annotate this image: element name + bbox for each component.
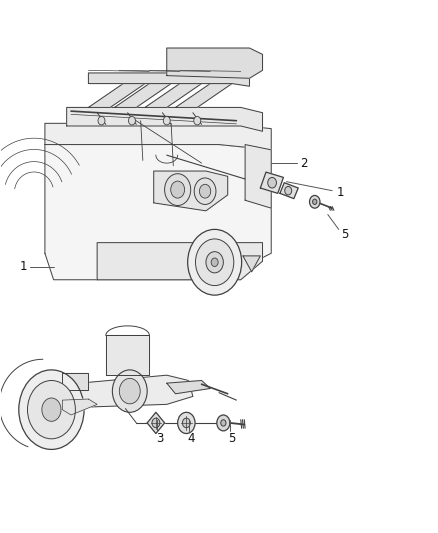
Circle shape <box>285 187 292 195</box>
Circle shape <box>194 116 201 125</box>
Text: 5: 5 <box>228 432 236 446</box>
Circle shape <box>152 418 160 427</box>
Polygon shape <box>154 171 228 211</box>
Circle shape <box>310 196 320 208</box>
Circle shape <box>206 252 223 273</box>
Polygon shape <box>145 84 201 108</box>
Circle shape <box>211 258 218 266</box>
Circle shape <box>42 398 61 421</box>
Polygon shape <box>176 84 232 108</box>
Circle shape <box>268 177 276 188</box>
Text: 1: 1 <box>19 260 27 273</box>
Polygon shape <box>245 144 271 208</box>
Polygon shape <box>62 373 88 390</box>
Polygon shape <box>71 375 193 407</box>
Text: 4: 4 <box>187 432 194 446</box>
Polygon shape <box>62 399 97 415</box>
Circle shape <box>119 378 140 404</box>
Circle shape <box>187 229 242 295</box>
Polygon shape <box>115 84 171 108</box>
Polygon shape <box>88 73 250 86</box>
Circle shape <box>113 370 147 413</box>
Polygon shape <box>167 48 262 78</box>
Polygon shape <box>106 335 149 375</box>
Circle shape <box>165 174 191 206</box>
Circle shape <box>183 418 190 427</box>
Circle shape <box>128 116 135 125</box>
Circle shape <box>28 381 75 439</box>
Polygon shape <box>260 172 283 193</box>
Circle shape <box>19 370 84 449</box>
Text: 2: 2 <box>300 157 307 169</box>
Text: 5: 5 <box>342 228 349 241</box>
Polygon shape <box>147 413 165 433</box>
Text: 1: 1 <box>337 186 345 199</box>
Polygon shape <box>45 123 271 150</box>
Circle shape <box>217 415 230 431</box>
Circle shape <box>194 178 216 205</box>
Polygon shape <box>243 256 260 272</box>
Circle shape <box>178 413 195 433</box>
Circle shape <box>171 181 185 198</box>
Circle shape <box>199 184 211 198</box>
Text: 3: 3 <box>156 432 164 446</box>
Polygon shape <box>88 84 145 108</box>
Polygon shape <box>67 108 262 131</box>
Circle shape <box>163 116 170 125</box>
Circle shape <box>313 199 317 205</box>
Polygon shape <box>45 144 271 280</box>
Polygon shape <box>167 381 210 394</box>
Polygon shape <box>97 243 262 280</box>
Circle shape <box>98 116 105 125</box>
Polygon shape <box>280 183 298 199</box>
Circle shape <box>195 239 234 286</box>
Circle shape <box>221 419 226 426</box>
